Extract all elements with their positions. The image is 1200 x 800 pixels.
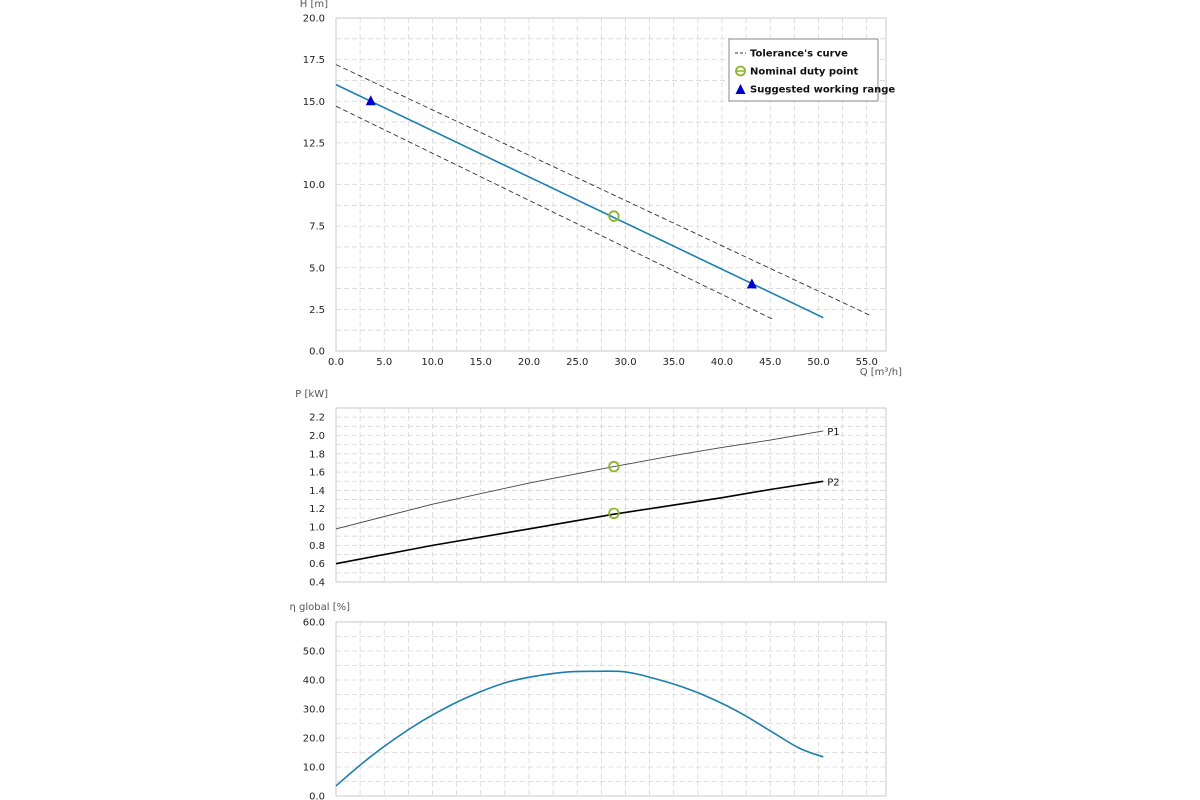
power-markers (608, 460, 620, 520)
y-tick-label: 0.4 (309, 578, 325, 589)
tolerance-curve (335, 105, 774, 320)
y-tick-label: 20.0 (303, 734, 325, 745)
head-y-axis-label: H [m] (300, 0, 328, 10)
x-tick-label: 50.0 (807, 357, 829, 368)
y-tick-label: 0.0 (309, 347, 325, 358)
legend-box (728, 38, 879, 102)
x-tick-label: 45.0 (759, 357, 781, 368)
x-tick-label: 25.0 (566, 357, 588, 368)
series-label-p1: P1 (827, 427, 839, 438)
y-tick-label: 1.8 (309, 449, 325, 460)
power-curve-p1 (335, 430, 824, 530)
head-grid (336, 18, 886, 351)
legend: Tolerance's curve Nominal duty point Sug… (728, 38, 895, 102)
efficiency-grid (336, 622, 886, 796)
power-duty-point (608, 460, 620, 473)
head-series (335, 64, 872, 320)
y-tick-label: 40.0 (303, 676, 325, 687)
y-tick-label: 15.0 (303, 97, 325, 108)
efficiency-y-ticks: 0.0 10.0 20.0 30.0 40.0 50.0 60.0 (303, 618, 325, 800)
tolerance-curve (335, 64, 872, 317)
x-tick-label: 55.0 (856, 357, 878, 368)
y-tick-label: 50.0 (303, 647, 325, 658)
y-tick-label: 10.0 (303, 763, 325, 774)
x-tick-label: 20.0 (518, 357, 540, 368)
working-range-triangle (365, 95, 376, 106)
y-tick-label: 1.6 (309, 468, 325, 479)
y-tick-label: 20.0 (303, 14, 325, 25)
y-tick-label: 2.0 (309, 431, 325, 442)
head-x-axis-label: Q [m³/h] (860, 367, 902, 378)
power-curve-p2 (335, 480, 824, 565)
nominal-duty-point (608, 210, 620, 222)
y-tick-label: 2.5 (309, 305, 325, 316)
legend-triangle-icon (735, 84, 746, 94)
legend-range-label: Suggested working range (750, 85, 895, 96)
y-tick-label: 5.0 (309, 263, 325, 274)
y-tick-label: 12.5 (303, 138, 325, 149)
head-curve (335, 83, 824, 319)
x-tick-label: 5.0 (376, 357, 392, 368)
head-markers (365, 95, 757, 289)
efficiency-y-axis-label: η global [%] (290, 602, 351, 613)
series-label-p2: P2 (827, 477, 839, 488)
power-duty-point (608, 507, 620, 520)
y-tick-label: 1.2 (309, 504, 325, 515)
power-chart: 0.4 0.6 0.8 1.0 1.2 1.4 1.6 1.8 2.0 2.2 P1 P2 P [k… (295, 389, 887, 589)
y-tick-label: 0.8 (309, 541, 325, 552)
y-tick-label: 30.0 (303, 705, 325, 716)
y-tick-label: 1.0 (309, 523, 325, 534)
y-tick-label: 0.0 (309, 792, 325, 800)
y-tick-label: 60.0 (303, 618, 325, 629)
x-tick-label: 10.0 (421, 357, 443, 368)
legend-duty-label: Nominal duty point (750, 67, 858, 78)
efficiency-chart: 0.0 10.0 20.0 30.0 40.0 50.0 60.0 η global [%] (290, 602, 887, 800)
y-tick-label: 1.4 (309, 486, 325, 497)
y-tick-label: 7.5 (309, 222, 325, 233)
head-y-ticks: 0.0 2.5 5.0 7.5 10.0 12.5 15.0 17.5 20.0 (303, 14, 325, 358)
x-tick-label: 0.0 (328, 357, 344, 368)
x-tick-label: 30.0 (614, 357, 636, 368)
working-range-triangle (746, 278, 757, 289)
efficiency-series (335, 670, 824, 787)
head-chart: 0.0 5.0 10.0 15.0 20.0 25.0 30.0 35.0 40.0 45.0 50… (300, 0, 902, 378)
y-tick-label: 0.6 (309, 559, 325, 570)
efficiency-curve (335, 670, 824, 787)
x-tick-label: 35.0 (663, 357, 685, 368)
y-tick-label: 2.2 (309, 413, 325, 424)
power-series: P1 P2 (335, 427, 840, 565)
y-tick-label: 10.0 (303, 180, 325, 191)
power-y-ticks: 0.4 0.6 0.8 1.0 1.2 1.4 1.6 1.8 2.0 2.2 (309, 413, 325, 589)
head-x-ticks: 0.0 5.0 10.0 15.0 20.0 25.0 30.0 35.0 40.0 45.0 50… (328, 357, 878, 368)
x-tick-label: 15.0 (470, 357, 492, 368)
y-tick-label: 17.5 (303, 55, 325, 66)
legend-tolerance-label: Tolerance's curve (750, 49, 848, 60)
x-tick-label: 40.0 (711, 357, 733, 368)
power-y-axis-label: P [kW] (295, 389, 328, 400)
